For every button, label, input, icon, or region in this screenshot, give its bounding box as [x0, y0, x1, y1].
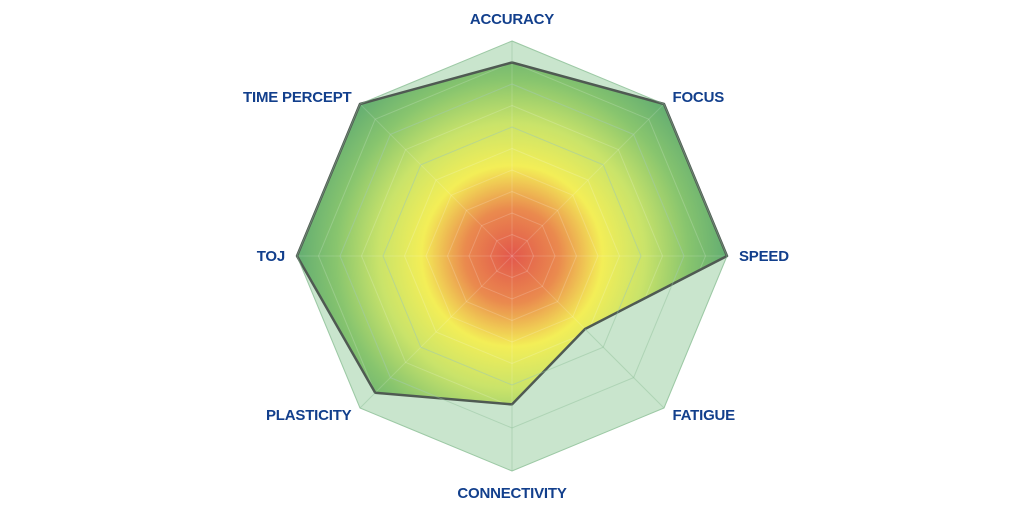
grid-ring	[317, 62, 707, 405]
series-outline	[295, 61, 729, 406]
grid-ring	[403, 147, 621, 365]
grid-spoke	[359, 103, 513, 257]
grid-spoke	[359, 255, 513, 405]
grid-ring	[468, 212, 556, 300]
grid-ring	[382, 126, 642, 386]
axis-label-fatigue: FATIGUE	[673, 407, 736, 424]
outer-grid-ring	[339, 83, 685, 429]
grid-ring	[446, 190, 578, 322]
grid-ring	[339, 83, 685, 405]
axis-label-toj: TOJ	[257, 248, 285, 265]
axis-label-speed: SPEED	[739, 248, 789, 265]
radar-outer-grid	[296, 40, 728, 472]
outer-grid-spoke	[359, 392, 376, 409]
axis-label-focus: FOCUS	[673, 89, 725, 106]
grid-ring	[489, 233, 535, 279]
grid-ring	[425, 169, 599, 343]
axis-labels: ACCURACY FOCUS SPEED FATIGUE CONNECTIVITY PLA…	[243, 11, 789, 502]
outer-grid-spoke	[584, 328, 665, 409]
series-fill	[297, 62, 727, 405]
grid-spoke	[511, 103, 665, 257]
outer-grid-ring	[382, 126, 642, 386]
axis-label-time-percept: TIME PERCEPT	[243, 89, 351, 106]
radar-series-area	[295, 61, 729, 406]
axis-label-plasticity: PLASTICITY	[266, 407, 352, 424]
grid-ring	[360, 104, 664, 405]
axis-label-connectivity: CONNECTIVITY	[457, 485, 566, 502]
axis-label-accuracy: ACCURACY	[470, 11, 554, 28]
outer-grid-ring	[296, 40, 728, 472]
